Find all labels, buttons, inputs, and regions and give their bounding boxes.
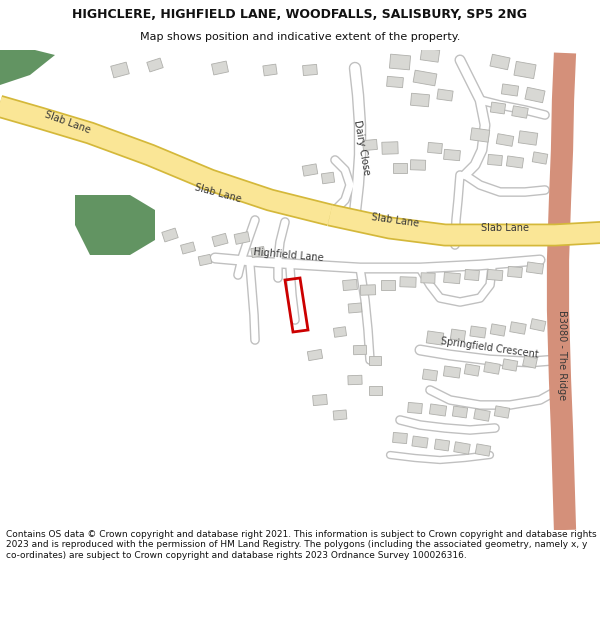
Bar (437, 89, 453, 101)
Bar (251, 246, 265, 258)
Bar (464, 364, 480, 376)
Bar (313, 394, 328, 406)
Bar (502, 359, 518, 371)
Bar (525, 88, 545, 103)
Bar (530, 319, 546, 331)
Bar (368, 386, 382, 394)
Bar (426, 331, 444, 345)
Bar (393, 163, 407, 173)
Bar (382, 142, 398, 154)
Text: Springfield Crescent: Springfield Crescent (440, 336, 539, 360)
Bar (407, 402, 422, 414)
Text: Slab Lane: Slab Lane (44, 109, 92, 135)
Bar (147, 58, 163, 72)
Bar (381, 280, 395, 290)
Bar (307, 349, 323, 361)
Text: Slab Lane: Slab Lane (194, 182, 242, 204)
Bar (422, 369, 437, 381)
Bar (508, 266, 523, 278)
Text: Slab Lane: Slab Lane (371, 212, 419, 228)
Bar (526, 262, 544, 274)
Bar (487, 269, 503, 281)
Bar (506, 156, 524, 168)
Bar (362, 139, 377, 151)
Text: Highfield Lane: Highfield Lane (253, 247, 323, 263)
Bar (430, 404, 446, 416)
Polygon shape (75, 195, 155, 255)
Bar (532, 152, 548, 164)
Text: HIGHCLERE, HIGHFIELD LANE, WOODFALLS, SALISBURY, SP5 2NG: HIGHCLERE, HIGHFIELD LANE, WOODFALLS, SA… (73, 9, 527, 21)
Bar (348, 375, 362, 385)
Bar (234, 232, 250, 244)
Bar (470, 326, 486, 338)
Bar (389, 54, 410, 70)
Bar (474, 409, 490, 421)
Text: Slab Lane: Slab Lane (481, 223, 529, 233)
Bar (514, 61, 536, 79)
Bar (410, 93, 430, 107)
Bar (443, 366, 461, 378)
Bar (496, 134, 514, 146)
Bar (361, 285, 376, 295)
Bar (333, 410, 347, 420)
Bar (454, 442, 470, 454)
Bar (488, 154, 502, 166)
Bar (343, 279, 358, 291)
Bar (490, 54, 510, 70)
Bar (464, 269, 479, 281)
Bar (512, 106, 528, 118)
Bar (212, 233, 228, 247)
Bar (428, 142, 442, 154)
Polygon shape (0, 50, 55, 85)
Bar (198, 254, 212, 266)
Text: Dairy Close: Dairy Close (352, 119, 372, 176)
Bar (451, 329, 466, 341)
Bar (392, 432, 407, 444)
Bar (518, 131, 538, 145)
Bar (452, 406, 467, 418)
Bar (443, 272, 460, 284)
Bar (353, 345, 367, 355)
Bar (322, 173, 335, 184)
Bar (484, 362, 500, 374)
Bar (475, 444, 491, 456)
Text: Map shows position and indicative extent of the property.: Map shows position and indicative extent… (140, 32, 460, 43)
Bar (162, 228, 178, 242)
Bar (302, 164, 318, 176)
Bar (443, 149, 460, 161)
Bar (369, 356, 381, 364)
Bar (348, 303, 362, 313)
Bar (410, 160, 425, 170)
Bar (434, 439, 449, 451)
Bar (490, 324, 506, 336)
Bar (181, 242, 196, 254)
Text: B3080 - The Ridge: B3080 - The Ridge (557, 310, 567, 400)
Bar (421, 272, 435, 283)
Text: Contains OS data © Crown copyright and database right 2021. This information is : Contains OS data © Crown copyright and d… (6, 530, 596, 560)
Bar (470, 127, 490, 142)
Bar (400, 277, 416, 288)
Bar (386, 76, 403, 88)
Bar (510, 322, 526, 334)
Bar (523, 356, 538, 368)
Bar (413, 70, 437, 86)
Bar (263, 64, 277, 76)
Bar (420, 48, 440, 63)
Bar (494, 406, 510, 418)
Bar (302, 64, 317, 76)
Bar (334, 327, 347, 338)
Bar (502, 84, 518, 96)
Bar (412, 436, 428, 448)
Bar (212, 61, 229, 75)
Bar (111, 62, 129, 78)
Bar (490, 102, 506, 114)
